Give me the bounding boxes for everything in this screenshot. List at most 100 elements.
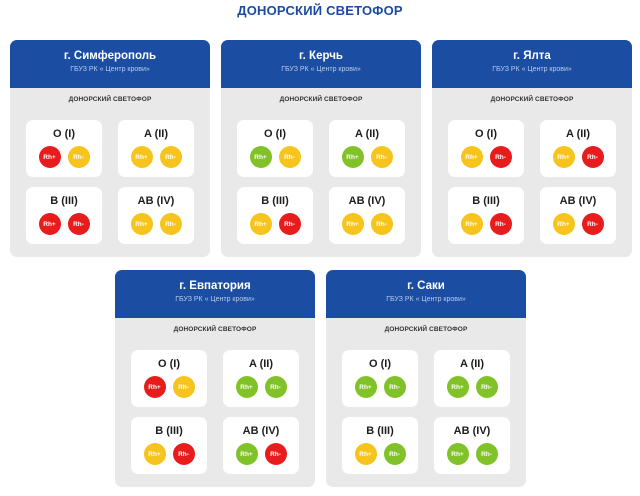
card-header: г. Симферополь ГБУЗ РК « Центр крови» <box>10 40 210 88</box>
rh-negative-indicator: Rh- <box>67 146 90 168</box>
page-title: ДОНОРСКИЙ СВЕТОФОР <box>237 3 403 18</box>
card-city-name: г. Симферополь <box>63 50 157 62</box>
card-city-name: г. Евпатория <box>179 280 251 292</box>
blood-group-cell: A (II) Rh+ Rh- <box>223 350 299 407</box>
card-subtitle: ДОНОРСКИЙ СВЕТОФОР <box>490 96 574 103</box>
rh-positive-indicator: Rh+ <box>446 376 469 398</box>
blood-group-label: A (II) <box>565 128 591 140</box>
rh-negative-indicator: Rh- <box>172 443 195 465</box>
card-org-name: ГБУЗ РК « Центр крови» <box>492 66 572 73</box>
blood-group-cell: A (II) Rh+ Rh- <box>118 120 194 177</box>
card-org-name: ГБУЗ РК « Центр крови» <box>70 66 150 73</box>
card-subtitle: ДОНОРСКИЙ СВЕТОФОР <box>279 96 363 103</box>
rh-positive-indicator: Rh+ <box>460 146 483 168</box>
blood-group-cell: AB (IV) Rh+ Rh- <box>540 187 616 244</box>
blood-group-grid: O (I) Rh+ Rh- A (II) Rh+ Rh- B (III) Rh+… <box>448 120 616 244</box>
blood-group-label: AB (IV) <box>348 195 386 207</box>
blood-group-grid: O (I) Rh+ Rh- A (II) Rh+ Rh- B (III) Rh+… <box>237 120 405 244</box>
card-org-name: ГБУЗ РК « Центр крови» <box>281 66 361 73</box>
rh-negative-indicator: Rh- <box>489 146 512 168</box>
city-card-yalta: г. Ялта ГБУЗ РК « Центр крови» ДОНОРСКИЙ… <box>432 40 632 257</box>
rh-positive-indicator: Rh+ <box>552 146 575 168</box>
card-subtitle: ДОНОРСКИЙ СВЕТОФОР <box>384 326 468 333</box>
blood-group-cell: AB (IV) Rh+ Rh- <box>223 417 299 474</box>
rh-positive-indicator: Rh+ <box>341 146 364 168</box>
blood-group-label: A (II) <box>248 358 274 370</box>
card-city-name: г. Саки <box>407 280 445 292</box>
blood-group-cell: AB (IV) Rh+ Rh- <box>329 187 405 244</box>
blood-group-cell: O (I) Rh+ Rh- <box>448 120 524 177</box>
rh-positive-indicator: Rh+ <box>38 146 61 168</box>
blood-group-label: B (III) <box>155 425 183 437</box>
blood-group-label: B (III) <box>472 195 500 207</box>
blood-group-label: O (I) <box>475 128 497 140</box>
rh-positive-indicator: Rh+ <box>354 376 377 398</box>
rh-negative-indicator: Rh- <box>264 376 287 398</box>
card-city-name: г. Керчь <box>299 50 343 62</box>
blood-group-cell: B (III) Rh+ Rh- <box>26 187 102 244</box>
city-card-simferopol: г. Симферополь ГБУЗ РК « Центр крови» ДО… <box>10 40 210 257</box>
blood-group-label: A (II) <box>354 128 380 140</box>
blood-group-cell: O (I) Rh+ Rh- <box>342 350 418 407</box>
rh-negative-indicator: Rh- <box>370 213 393 235</box>
card-header: г. Керчь ГБУЗ РК « Центр крови» <box>221 40 421 88</box>
blood-group-label: B (III) <box>261 195 289 207</box>
city-card-kerch: г. Керчь ГБУЗ РК « Центр крови» ДОНОРСКИ… <box>221 40 421 257</box>
rh-negative-indicator: Rh- <box>159 213 182 235</box>
blood-group-label: O (I) <box>264 128 286 140</box>
blood-group-label: A (II) <box>459 358 485 370</box>
rh-negative-indicator: Rh- <box>383 376 406 398</box>
blood-group-cell: O (I) Rh+ Rh- <box>26 120 102 177</box>
blood-group-cell: O (I) Rh+ Rh- <box>237 120 313 177</box>
rh-negative-indicator: Rh- <box>264 443 287 465</box>
rh-negative-indicator: Rh- <box>475 376 498 398</box>
rh-negative-indicator: Rh- <box>370 146 393 168</box>
blood-group-label: AB (IV) <box>242 425 280 437</box>
card-subtitle: ДОНОРСКИЙ СВЕТОФОР <box>68 96 152 103</box>
city-card-evpatoria: г. Евпатория ГБУЗ РК « Центр крови» ДОНО… <box>115 270 315 487</box>
blood-group-label: B (III) <box>366 425 394 437</box>
blood-group-label: O (I) <box>53 128 75 140</box>
city-card-saki: г. Саки ГБУЗ РК « Центр крови» ДОНОРСКИЙ… <box>326 270 526 487</box>
blood-group-grid: O (I) Rh+ Rh- A (II) Rh+ Rh- B (III) Rh+… <box>26 120 194 244</box>
blood-group-cell: B (III) Rh+ Rh- <box>342 417 418 474</box>
rh-positive-indicator: Rh+ <box>446 443 469 465</box>
rh-negative-indicator: Rh- <box>278 213 301 235</box>
rh-positive-indicator: Rh+ <box>249 213 272 235</box>
blood-group-label: AB (IV) <box>559 195 597 207</box>
rh-positive-indicator: Rh+ <box>249 146 272 168</box>
rh-negative-indicator: Rh- <box>159 146 182 168</box>
rh-positive-indicator: Rh+ <box>235 376 258 398</box>
rh-positive-indicator: Rh+ <box>143 443 166 465</box>
card-subtitle: ДОНОРСКИЙ СВЕТОФОР <box>173 326 257 333</box>
blood-group-cell: A (II) Rh+ Rh- <box>434 350 510 407</box>
rh-negative-indicator: Rh- <box>581 146 604 168</box>
rh-negative-indicator: Rh- <box>489 213 512 235</box>
rh-positive-indicator: Rh+ <box>143 376 166 398</box>
rh-positive-indicator: Rh+ <box>38 213 61 235</box>
blood-group-cell: AB (IV) Rh+ Rh- <box>118 187 194 244</box>
rh-positive-indicator: Rh+ <box>130 213 153 235</box>
blood-group-grid: O (I) Rh+ Rh- A (II) Rh+ Rh- B (III) Rh+… <box>342 350 510 474</box>
rh-negative-indicator: Rh- <box>475 443 498 465</box>
card-org-name: ГБУЗ РК « Центр крови» <box>386 296 466 303</box>
blood-group-cell: B (III) Rh+ Rh- <box>131 417 207 474</box>
blood-group-label: AB (IV) <box>453 425 491 437</box>
rh-negative-indicator: Rh- <box>581 213 604 235</box>
rh-positive-indicator: Rh+ <box>235 443 258 465</box>
blood-group-cell: O (I) Rh+ Rh- <box>131 350 207 407</box>
blood-group-label: B (III) <box>50 195 78 207</box>
blood-group-cell: B (III) Rh+ Rh- <box>237 187 313 244</box>
blood-group-grid: O (I) Rh+ Rh- A (II) Rh+ Rh- B (III) Rh+… <box>131 350 299 474</box>
rh-negative-indicator: Rh- <box>278 146 301 168</box>
blood-group-cell: A (II) Rh+ Rh- <box>329 120 405 177</box>
blood-group-label: O (I) <box>369 358 391 370</box>
card-header: г. Саки ГБУЗ РК « Центр крови» <box>326 270 526 318</box>
rh-negative-indicator: Rh- <box>172 376 195 398</box>
blood-group-cell: B (III) Rh+ Rh- <box>448 187 524 244</box>
rh-positive-indicator: Rh+ <box>460 213 483 235</box>
card-org-name: ГБУЗ РК « Центр крови» <box>175 296 255 303</box>
rh-positive-indicator: Rh+ <box>341 213 364 235</box>
blood-group-label: AB (IV) <box>137 195 175 207</box>
rh-positive-indicator: Rh+ <box>552 213 575 235</box>
